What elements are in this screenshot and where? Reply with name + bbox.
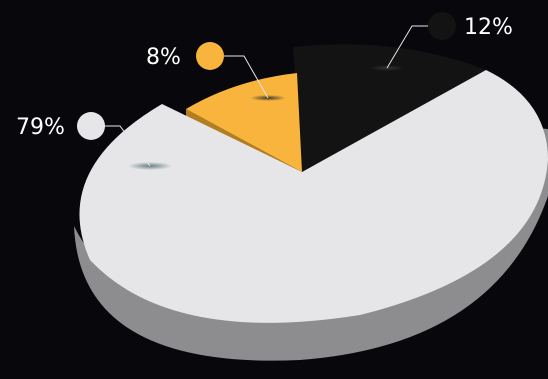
leader-line-8 bbox=[224, 55, 269, 99]
data-label-12: 12% bbox=[464, 15, 513, 40]
data-label-8: 8% bbox=[146, 45, 181, 70]
pie-slice-79-side bbox=[74, 128, 548, 361]
leader-line-79 bbox=[104, 125, 151, 167]
pie-slice-12 bbox=[293, 44, 486, 172]
legend-marker-79 bbox=[77, 112, 105, 140]
legend-marker-8 bbox=[196, 42, 224, 70]
data-label-79: 79% bbox=[16, 115, 65, 140]
legend-marker-12 bbox=[428, 12, 456, 40]
pie-slice-79 bbox=[79, 70, 548, 323]
leader-line-12 bbox=[386, 25, 432, 69]
